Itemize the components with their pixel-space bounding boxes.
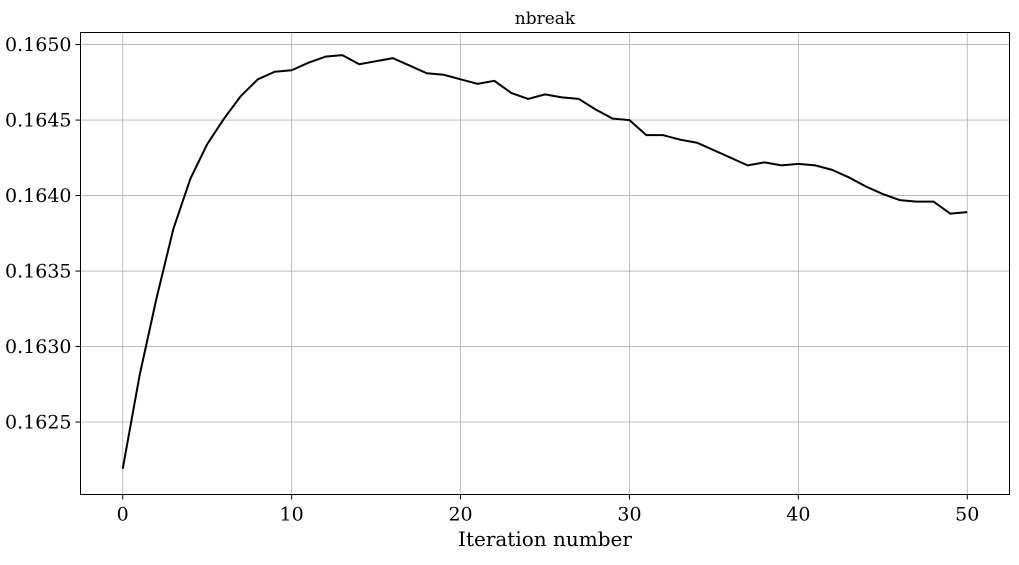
- y-tick-label: 0.1630: [5, 336, 71, 358]
- tick-layer: 0 10 20 30 40 50 0.1625 0.1630 0.1635 0.1640 0.164…: [5, 34, 979, 525]
- x-axis-label: Iteration number: [458, 527, 632, 551]
- x-tick-label: 40: [786, 504, 810, 526]
- x-tick-label: 0: [117, 504, 129, 526]
- x-tick-label: 20: [448, 504, 472, 526]
- grid-layer: [80, 32, 1010, 495]
- y-tick-label: 0.1640: [5, 185, 71, 207]
- y-tick-label: 0.1650: [5, 34, 71, 56]
- x-tick-label: 30: [617, 504, 641, 526]
- x-tick-label: 10: [280, 504, 304, 526]
- y-tick-label: 0.1635: [5, 261, 71, 283]
- plot-frame: [80, 32, 1010, 495]
- series-line: [121, 54, 968, 470]
- series-layer: [121, 54, 968, 470]
- y-tick-label: 0.1645: [5, 110, 71, 132]
- y-tick-label: 0.1625: [5, 412, 71, 434]
- x-tick-label: 50: [955, 504, 979, 526]
- chart-title: nbreak: [515, 9, 576, 29]
